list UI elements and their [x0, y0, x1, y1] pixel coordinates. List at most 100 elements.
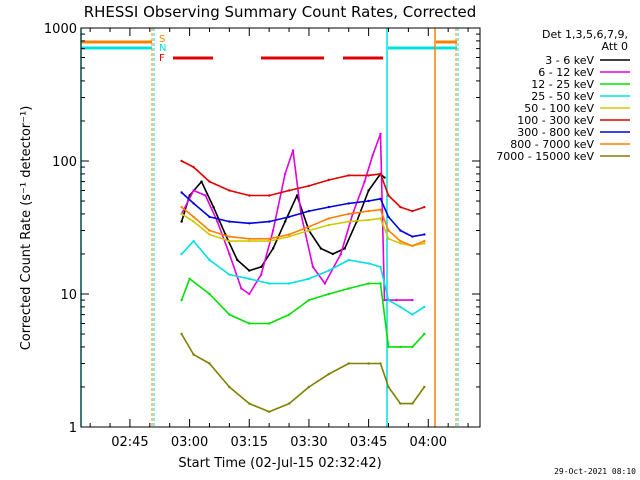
series-point-2: [307, 298, 311, 302]
series-point-0: [260, 265, 263, 269]
series-point-3: [327, 269, 330, 272]
series-point-5: [387, 194, 390, 197]
legend-label: 25 - 50 keV: [531, 90, 594, 103]
series-point-8: [367, 362, 370, 365]
series-point-8: [347, 362, 350, 365]
series-point-0: [180, 220, 183, 223]
series-point-8: [180, 332, 183, 336]
series-point-7: [411, 244, 414, 248]
series-point-7: [228, 235, 231, 238]
series-point-4: [379, 217, 382, 220]
series-point-7: [379, 208, 382, 211]
series-point-6: [387, 215, 390, 219]
flag-label-f: F: [159, 53, 165, 64]
legend-label: 3 - 6 keV: [545, 54, 594, 67]
series-point-6: [379, 197, 382, 200]
series-point-2: [379, 282, 382, 285]
series-point-4: [192, 220, 195, 223]
series-point-1: [283, 172, 287, 176]
series-point-1: [323, 282, 327, 285]
series-point-4: [208, 233, 211, 236]
series-point-6: [423, 233, 426, 236]
series-point-7: [248, 237, 251, 240]
series-point-5: [327, 178, 330, 182]
series-point-7: [208, 229, 211, 232]
series-point-2: [208, 292, 211, 296]
series-point-8: [192, 353, 195, 356]
series-point-5: [180, 159, 183, 163]
series-point-1: [371, 154, 374, 157]
footer-date: 29-Oct-2021 08:10: [554, 467, 636, 476]
series-point-1: [260, 273, 263, 276]
series-point-0: [367, 189, 370, 192]
series-point-2: [248, 322, 251, 325]
series-point-5: [208, 180, 211, 183]
series-point-8: [248, 402, 251, 405]
series-point-1: [383, 298, 386, 302]
series-point-4: [287, 235, 291, 238]
series-point-1: [192, 189, 195, 192]
flag-label-s: S: [159, 34, 165, 45]
series-point-7: [287, 233, 291, 236]
series-point-3: [423, 305, 426, 309]
y-tick-label: 100: [52, 155, 77, 170]
x-tick-label: 03:30: [290, 435, 327, 450]
series-point-3: [228, 273, 231, 276]
period-markers: [80, 28, 459, 427]
series-point-8: [327, 372, 330, 376]
x-tick-label: 03:45: [350, 435, 387, 450]
series-point-1: [228, 252, 231, 256]
series-point-3: [367, 262, 370, 265]
x-tick-label: 03:00: [171, 435, 208, 450]
series-point-6: [180, 191, 183, 194]
series-point-6: [192, 202, 195, 205]
flag-label-n: N: [159, 43, 166, 54]
series-point-5: [248, 194, 251, 197]
series-point-6: [268, 220, 271, 223]
x-tick-label: 04:00: [410, 435, 447, 450]
series-point-3: [399, 305, 402, 309]
series-point-1: [240, 287, 243, 290]
series-point-5: [367, 174, 370, 177]
series-point-0: [212, 205, 215, 209]
series-point-5: [379, 172, 382, 176]
series-point-3: [192, 239, 195, 243]
series-point-8: [307, 385, 311, 389]
series-point-7: [327, 217, 330, 220]
legend-header-line-1: Det 1,3,5,6,7,9,: [542, 28, 628, 41]
series-point-7: [423, 239, 426, 243]
series-point-5: [287, 189, 291, 192]
series-point-1: [339, 252, 342, 256]
series-point-3: [347, 258, 350, 262]
series-point-2: [387, 345, 390, 349]
series-point-3: [287, 282, 291, 285]
series-point-0: [236, 258, 239, 262]
series-point-5: [399, 205, 402, 209]
series-point-7: [347, 212, 350, 216]
series-point-5: [268, 194, 271, 197]
series-point-8: [228, 385, 231, 389]
series-point-4: [423, 242, 426, 245]
series-point-4: [399, 242, 402, 245]
series-point-5: [228, 189, 231, 192]
series-point-0: [200, 180, 203, 183]
series-point-0: [343, 247, 346, 250]
series-point-4: [268, 239, 271, 243]
series-point-7: [268, 237, 271, 240]
series-point-4: [228, 239, 231, 243]
series-point-1: [363, 180, 366, 183]
series-point-6: [411, 235, 414, 238]
series-point-8: [423, 385, 426, 389]
series-point-8: [208, 362, 211, 365]
series-point-3: [268, 282, 271, 285]
chart-title: RHESSI Observing Summary Count Rates, Co…: [84, 3, 477, 21]
series-point-8: [399, 402, 402, 405]
series-point-7: [180, 205, 183, 209]
series-point-0: [271, 247, 275, 250]
series-point-8: [379, 362, 382, 365]
plot-frame: [80, 27, 481, 428]
series-point-6: [399, 229, 402, 232]
series-point-5: [307, 184, 311, 188]
legend-label: 100 - 300 keV: [517, 114, 594, 127]
